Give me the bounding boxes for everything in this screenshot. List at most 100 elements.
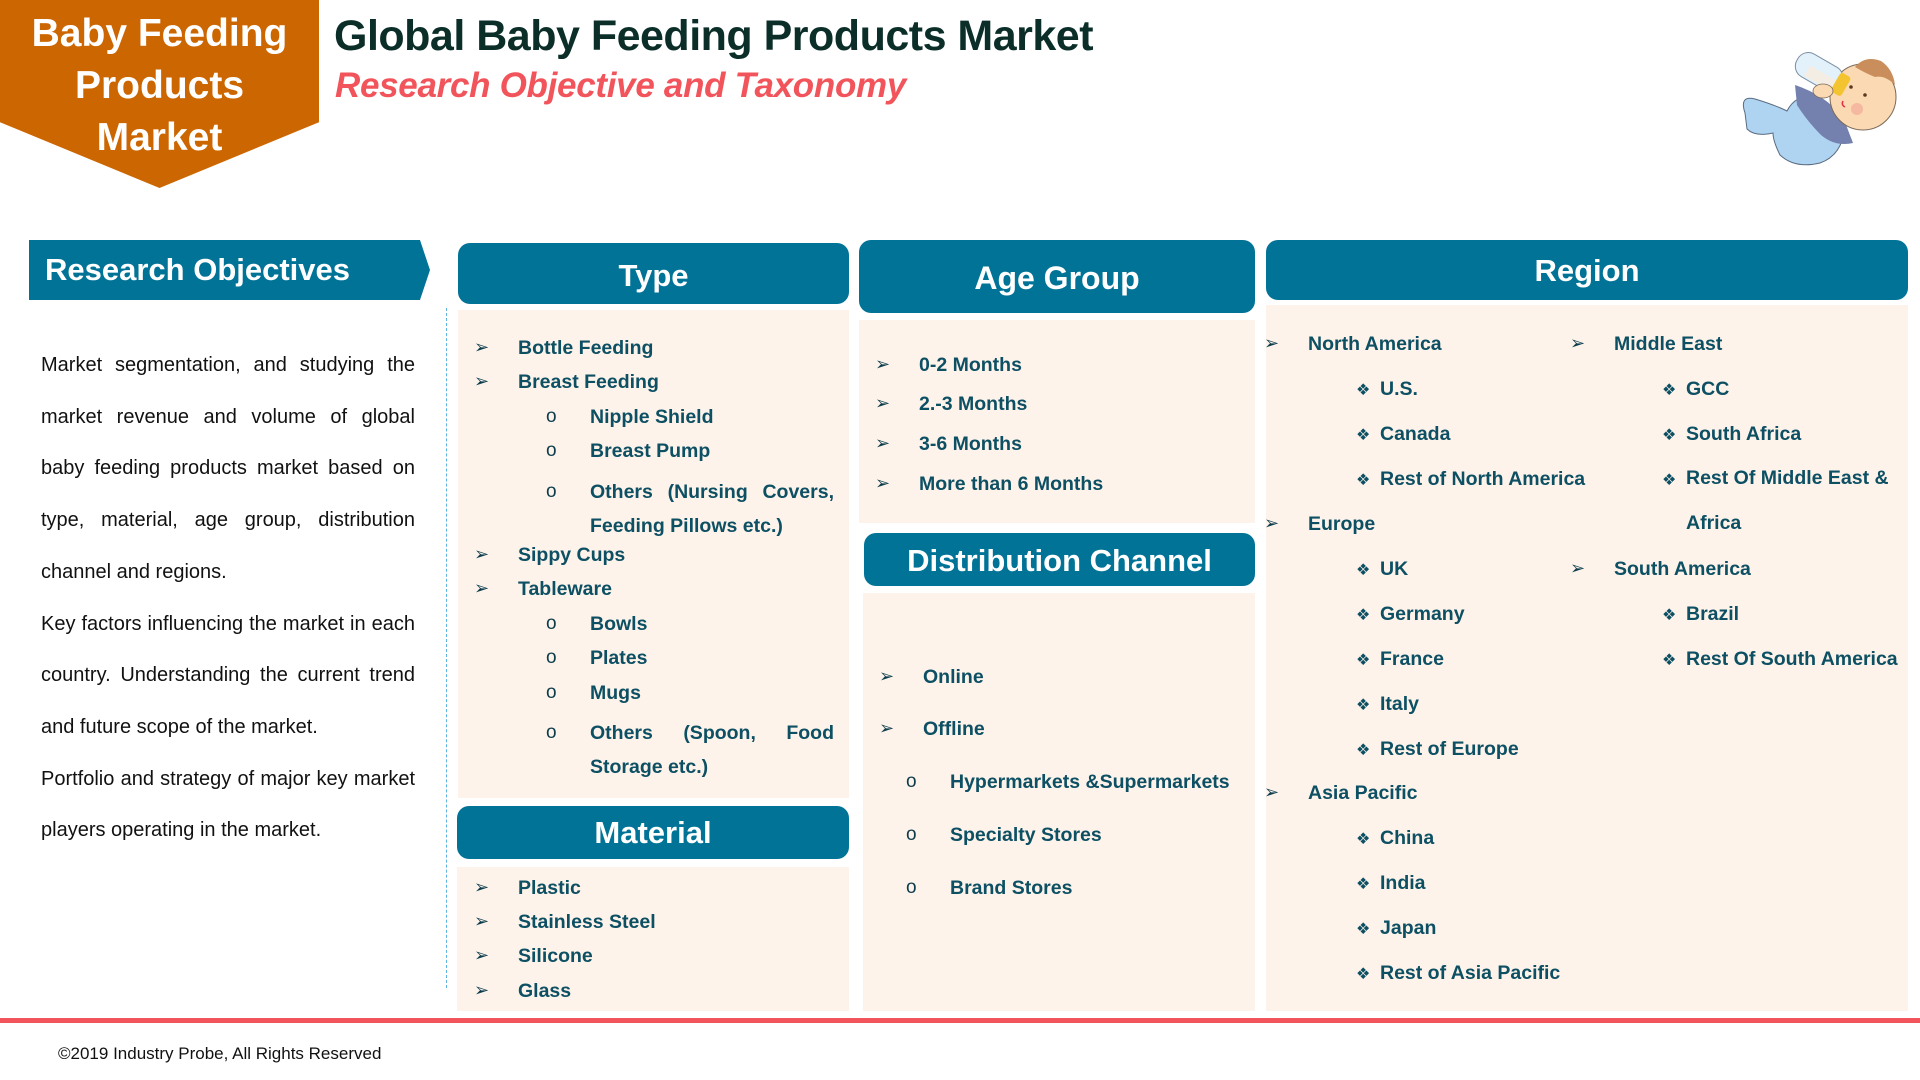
list-item-label: France <box>1380 648 1444 670</box>
list-item-label: Brazil <box>1686 603 1740 625</box>
list-item: France <box>1356 648 1444 671</box>
list-item: Rest of Asia Pacific <box>1356 962 1561 985</box>
list-item-label: Hypermarkets &Supermarkets <box>950 771 1230 793</box>
list-item-label: 3-6 Months <box>919 433 1022 455</box>
list-item: Rest of Europe <box>1356 738 1519 761</box>
list-item-label: 2.-3 Months <box>919 393 1028 415</box>
list-item-label: Offline <box>923 718 985 740</box>
banner-line-2: Products <box>74 64 245 107</box>
region-panel: North America U.S. Canada Rest of North … <box>1264 305 1908 1011</box>
list-item-label: Glass <box>518 980 572 1002</box>
list-item-label: Tableware <box>518 578 612 600</box>
list-item: Rest Of Middle East & Africa <box>1662 456 1896 546</box>
list-item-label: Brand Stores <box>950 877 1073 899</box>
list-item: Glass <box>474 980 572 1003</box>
list-item: Stainless Steel <box>474 911 656 934</box>
list-item: Nipple Shield <box>546 406 714 429</box>
material-header: Material <box>457 806 849 859</box>
distribution-channel-header: Distribution Channel <box>864 533 1255 586</box>
list-item-label: Germany <box>1380 603 1465 625</box>
list-item-label: Silicone <box>518 945 593 967</box>
list-item: Asia Pacific <box>1264 782 1418 805</box>
list-item: Others (Spoon, Food Storage etc.) <box>546 716 834 784</box>
list-item: Europe <box>1264 513 1376 536</box>
list-item: 2.-3 Months <box>875 393 1028 416</box>
list-item-label: Rest of North America <box>1380 468 1586 490</box>
list-item-label: Others (Spoon, Food Storage etc.) <box>590 722 834 778</box>
list-item: Breast Pump <box>546 440 711 463</box>
baby-drinking-bottle-illustration <box>1742 52 1897 166</box>
list-item: Bowls <box>546 613 648 636</box>
list-item: More than 6 Months <box>875 473 1104 496</box>
list-item-label: Bowls <box>590 613 648 635</box>
list-item: India <box>1356 872 1426 895</box>
list-item: Japan <box>1356 917 1437 940</box>
list-item: Bottle Feeding <box>474 337 654 360</box>
objective-paragraph: Market segmentation, and studying the ma… <box>41 354 415 583</box>
list-item: Plastic <box>474 877 581 900</box>
list-item: Rest Of South America <box>1662 648 1898 671</box>
list-item: Canada <box>1356 423 1451 446</box>
research-objectives-header: Research Objectives <box>29 240 430 300</box>
list-item-label: India <box>1380 872 1426 894</box>
list-item: Plates <box>546 647 648 670</box>
list-item-label: South Africa <box>1686 423 1802 445</box>
list-item: North America <box>1264 333 1442 356</box>
list-item: UK <box>1356 558 1408 581</box>
type-panel: Bottle Feeding Breast Feeding Nipple Shi… <box>458 310 849 798</box>
list-item-label: U.S. <box>1380 378 1418 400</box>
list-item-label: Europe <box>1308 513 1376 535</box>
list-item-label: Rest of Asia Pacific <box>1380 962 1561 984</box>
copyright-text: ©2019 Industry Probe, All Rights Reserve… <box>58 1044 382 1063</box>
list-item-label: Middle East <box>1614 333 1723 355</box>
age-group-panel: 0-2 Months 2.-3 Months 3-6 Months More t… <box>859 320 1255 523</box>
list-item-label: 0-2 Months <box>919 354 1022 376</box>
list-item: Breast Feeding <box>474 371 659 394</box>
material-panel: Plastic Stainless Steel Silicone Glass <box>457 867 849 1011</box>
list-item-label: GCC <box>1686 378 1730 400</box>
list-item: Middle East <box>1570 333 1723 356</box>
list-item-label: Rest of Europe <box>1380 738 1519 760</box>
list-item-label: Stainless Steel <box>518 911 656 933</box>
list-item-label: Sippy Cups <box>518 544 626 566</box>
list-item-label: Breast Feeding <box>518 371 659 393</box>
list-item-label: Asia Pacific <box>1308 782 1418 804</box>
list-item: Online <box>879 666 983 689</box>
type-header: Type <box>458 243 849 304</box>
list-item: Tableware <box>474 578 612 601</box>
list-item: Brand Stores <box>906 877 1073 900</box>
list-item: South America <box>1570 558 1751 581</box>
list-item-label: Bottle Feeding <box>518 337 654 359</box>
list-item-label: Canada <box>1380 423 1451 445</box>
list-item-label: More than 6 Months <box>919 473 1104 495</box>
list-item: 0-2 Months <box>875 354 1022 377</box>
region-header: Region <box>1266 240 1908 300</box>
list-item: U.S. <box>1356 378 1418 401</box>
list-item: Hypermarkets &Supermarkets <box>906 771 1230 794</box>
list-item: Germany <box>1356 603 1465 626</box>
list-item-label: Plates <box>590 647 648 669</box>
list-item-label: Plastic <box>518 877 581 899</box>
market-banner: Baby Feeding Products Market <box>0 0 319 188</box>
page-subtitle: Research Objective and Taxonomy <box>335 66 907 105</box>
list-item-label: China <box>1380 827 1435 849</box>
list-item: Offline <box>879 718 985 741</box>
list-item-label: Breast Pump <box>590 440 711 462</box>
list-item-label: Specialty Stores <box>950 824 1102 846</box>
list-item-label: Nipple Shield <box>590 406 714 428</box>
list-item-label: Italy <box>1380 693 1420 715</box>
banner-line-1: Baby Feeding <box>31 12 288 55</box>
banner-line-3: Market <box>96 116 223 159</box>
list-item: Mugs <box>546 682 641 705</box>
list-item-label: South America <box>1614 558 1751 580</box>
objective-paragraph: Key factors influencing the market in ea… <box>41 612 415 738</box>
list-item-label: Rest Of Middle East & Africa <box>1686 467 1889 534</box>
research-objectives-text: Market segmentation, and studying the ma… <box>41 340 415 857</box>
list-item: Italy <box>1356 693 1420 716</box>
list-item: Others (Nursing Covers, Feeding Pillows … <box>546 475 834 543</box>
list-item-label: North America <box>1308 333 1442 355</box>
list-item: Specialty Stores <box>906 824 1102 847</box>
footer-divider <box>0 1018 1920 1023</box>
list-item: South Africa <box>1662 423 1802 446</box>
page-title: Global Baby Feeding Products Market <box>334 12 1094 60</box>
